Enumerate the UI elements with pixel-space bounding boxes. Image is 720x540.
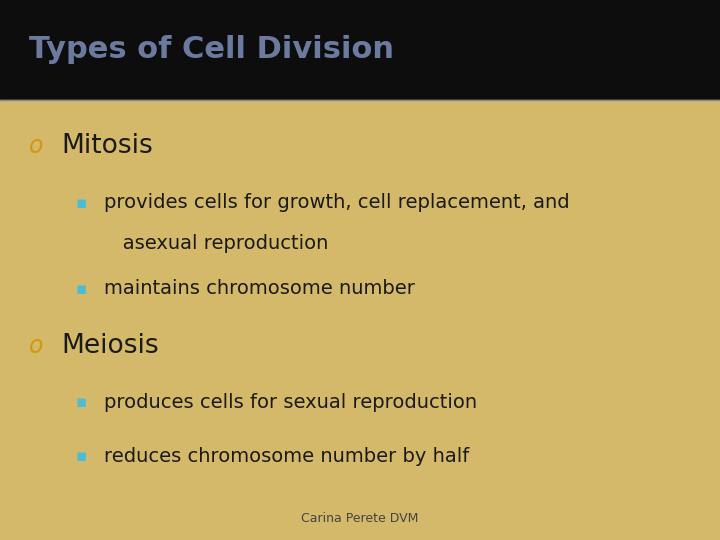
Bar (0, 0, 720, 100)
Bar (0, 100, 720, 540)
Text: Carina Perete DVM: Carina Perete DVM (301, 512, 419, 525)
Text: Types of Cell Division: Types of Cell Division (29, 36, 394, 64)
Text: o: o (29, 334, 43, 357)
Text: o: o (29, 134, 43, 158)
Text: asexual reproduction: asexual reproduction (104, 233, 329, 253)
Text: ▪: ▪ (76, 193, 87, 212)
Text: provides cells for growth, cell replacement, and: provides cells for growth, cell replacem… (104, 193, 570, 212)
Text: ▪: ▪ (76, 447, 87, 465)
Text: Meiosis: Meiosis (61, 333, 159, 359)
Text: produces cells for sexual reproduction: produces cells for sexual reproduction (104, 393, 477, 412)
Text: ▪: ▪ (76, 280, 87, 298)
Text: maintains chromosome number: maintains chromosome number (104, 279, 415, 299)
Text: ▪: ▪ (76, 393, 87, 411)
Text: Mitosis: Mitosis (61, 133, 153, 159)
Text: reduces chromosome number by half: reduces chromosome number by half (104, 447, 469, 466)
